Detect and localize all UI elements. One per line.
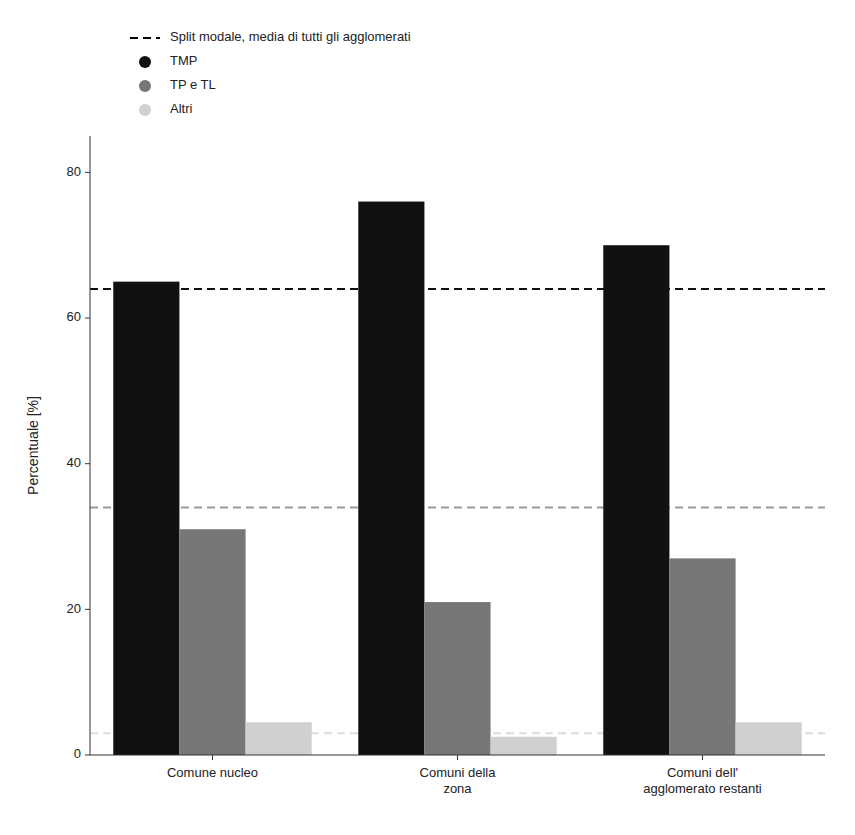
x-tick-label: Comuni dellazona <box>420 765 497 796</box>
y-tick <box>85 318 90 319</box>
y-tick-label: 60 <box>67 309 81 324</box>
bar <box>179 529 245 755</box>
bar <box>491 737 557 755</box>
axes: 0 20 40 60 80 Comune nucleo Comuni dellazona Co… <box>67 136 825 796</box>
y-tick-label: 40 <box>67 455 81 470</box>
legend-swatch <box>139 56 151 68</box>
legend-swatch <box>139 104 151 116</box>
y-axis-line <box>90 136 91 755</box>
legend-label: Split modale, media di tutti gli agglome… <box>170 29 411 44</box>
y-tick <box>85 609 90 610</box>
x-tick <box>457 755 458 760</box>
y-tick-label: 0 <box>74 746 81 761</box>
reference-line <box>90 506 825 508</box>
bar <box>736 722 802 755</box>
bar <box>113 282 179 755</box>
y-tick <box>85 755 90 756</box>
x-tick <box>212 755 213 760</box>
legend-label: TP e TL <box>170 77 216 92</box>
y-tick-label: 20 <box>67 601 81 616</box>
x-tick-label: Comune nucleo <box>167 765 258 780</box>
y-axis-label: Percentuale [%] <box>25 396 41 495</box>
x-tick-label: Comuni dell'agglomerato restanti <box>643 765 762 796</box>
bar <box>603 245 669 755</box>
legend: Split modale, media di tutti gli agglome… <box>130 29 411 116</box>
y-tick <box>85 172 90 173</box>
legend-label: TMP <box>170 53 197 68</box>
bar <box>358 202 424 755</box>
legend-swatch <box>139 80 151 92</box>
reference-line <box>90 288 825 290</box>
bar <box>246 722 312 755</box>
plot-area <box>90 202 825 755</box>
bar <box>424 602 490 755</box>
y-tick-label: 80 <box>67 164 81 179</box>
y-tick <box>85 463 90 464</box>
chart-svg: 0 20 40 60 80 Comune nucleo Comuni dellazona Co… <box>0 0 855 835</box>
legend-label: Altri <box>170 101 193 116</box>
legend-swatch <box>130 37 160 39</box>
x-tick <box>702 755 703 760</box>
chart-container: 0 20 40 60 80 Comune nucleo Comuni dellazona Co… <box>0 0 855 835</box>
bar <box>669 558 735 755</box>
